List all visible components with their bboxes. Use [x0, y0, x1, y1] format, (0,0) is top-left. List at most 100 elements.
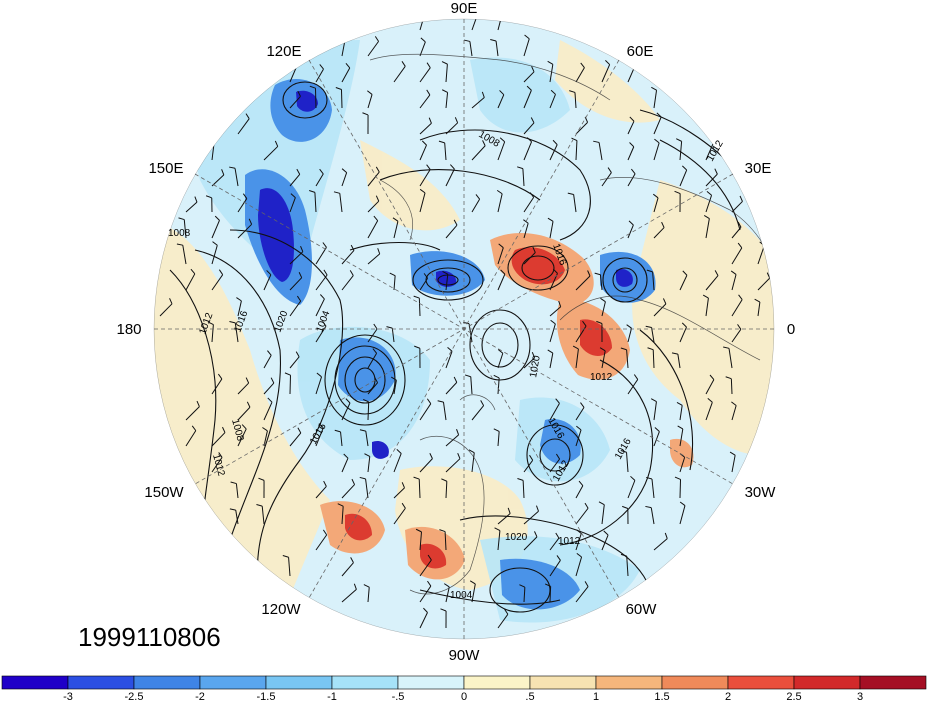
wind-barb-flag: [497, 349, 504, 354]
lon-label-90e: 90E: [451, 0, 478, 17]
wind-barb: [627, 480, 636, 499]
wind-barb-flag: [230, 481, 237, 485]
colorbar-box: [727, 675, 795, 690]
wind-barb-flag: [544, 583, 551, 587]
wind-barb: [705, 142, 715, 161]
wind-barb-flag: [374, 36, 379, 42]
wind-barb-flag: [754, 298, 761, 303]
colorbar-box: [331, 675, 399, 690]
wind-barb: [471, 198, 481, 213]
wind-barb: [523, 587, 526, 603]
anomaly-fill-strong-negative: [258, 90, 633, 459]
wind-barb-flag: [353, 583, 357, 590]
lon-label-90w: 90W: [449, 647, 481, 664]
wind-barb: [341, 457, 349, 473]
wind-barb-flag: [550, 89, 556, 95]
wind-barb-flag: [214, 215, 220, 221]
wind-barb-flag: [191, 425, 197, 431]
wind-barb-flag: [622, 505, 629, 509]
wind-barb: [445, 382, 458, 395]
wind-barb: [575, 556, 583, 577]
wind-barb: [679, 405, 683, 421]
wind-barb-flag: [258, 477, 265, 481]
wind-barb-flag: [709, 374, 715, 380]
wind-barb: [497, 193, 503, 213]
colorbar-tick-label: -3: [63, 691, 73, 702]
wind-barb: [315, 298, 325, 317]
wind-barb-flag: [519, 584, 526, 588]
wind-barb: [471, 583, 476, 603]
wind-barb-flag: [676, 138, 682, 142]
wind-barb-flag: [375, 166, 380, 173]
wind-barb: [393, 275, 396, 291]
wind-barb-flag: [531, 352, 536, 358]
wind-barb: [315, 247, 327, 265]
wind-barb: [497, 513, 511, 525]
wind-barb-flag: [207, 321, 214, 326]
wind-barb-flag: [731, 401, 737, 406]
colorbar-box: [463, 675, 531, 690]
wind-barb-flag: [593, 140, 600, 143]
wind-barb: [419, 67, 431, 83]
wind-barb-flag: [318, 423, 324, 429]
wind-barb: [575, 485, 584, 499]
wind-barb-flag: [190, 268, 196, 275]
wind-barb: [651, 327, 655, 343]
wind-barb-flag: [421, 140, 427, 146]
wind-barb: [679, 428, 684, 447]
wind-barb: [237, 118, 250, 135]
wind-barb: [627, 173, 636, 187]
wind-barb-flag: [316, 372, 322, 378]
wind-barb-flag: [647, 347, 654, 351]
wind-barb-flag: [674, 190, 681, 195]
wind-barb: [653, 142, 660, 161]
colorbar-tick-label: -1: [327, 691, 337, 702]
wind-barb-flag: [530, 117, 535, 124]
wind-barb-flag: [413, 295, 420, 299]
wind-barb: [419, 403, 432, 421]
wind-barb: [522, 168, 525, 187]
wind-barb-flag: [392, 217, 399, 222]
wind-barb-flag: [490, 39, 497, 42]
wind-barb: [419, 612, 428, 629]
wind-barb-flag: [714, 270, 719, 276]
wind-barb: [523, 357, 535, 369]
wind-barb-flag: [396, 449, 402, 454]
wind-barb: [523, 252, 536, 265]
wind-barb-flag: [766, 272, 771, 279]
wind-barb: [601, 301, 606, 317]
wind-barb: [523, 536, 538, 551]
wind-barb: [445, 481, 448, 499]
colorbar-tick-label: -.5: [392, 691, 405, 702]
wind-barb: [341, 250, 355, 265]
wind-barb: [626, 556, 629, 577]
wind-barb: [731, 329, 742, 343]
wind-barb: [471, 19, 478, 31]
isobar-label: 1004: [450, 590, 473, 601]
wind-barb: [549, 537, 560, 551]
wind-barb-flag: [426, 62, 431, 68]
wind-barb: [261, 506, 265, 525]
wind-barb-flag: [438, 140, 445, 144]
wind-barb: [419, 122, 432, 135]
wind-barb-flag: [319, 294, 325, 300]
wind-barb-flag: [550, 319, 556, 325]
wind-barb-flag: [629, 142, 635, 148]
wind-barb: [653, 303, 667, 317]
wind-barb: [367, 587, 370, 603]
wind-barb-flag: [629, 116, 635, 122]
wind-barb-flag: [423, 273, 429, 279]
wind-barb-flag: [309, 85, 316, 89]
lon-label-150e: 150E: [148, 160, 183, 177]
wind-barb: [549, 353, 554, 369]
wind-barb-flag: [441, 61, 448, 65]
wind-barb-flag: [427, 554, 432, 561]
colorbar-box: [595, 675, 663, 690]
wind-barb-flag: [555, 532, 560, 539]
wind-barb-flag: [555, 453, 561, 460]
wind-barb: [237, 198, 248, 213]
wind-barb-flag: [468, 449, 475, 454]
wind-barb: [653, 197, 659, 213]
wind-barb-flag: [245, 377, 250, 384]
wind-barb: [315, 68, 324, 83]
